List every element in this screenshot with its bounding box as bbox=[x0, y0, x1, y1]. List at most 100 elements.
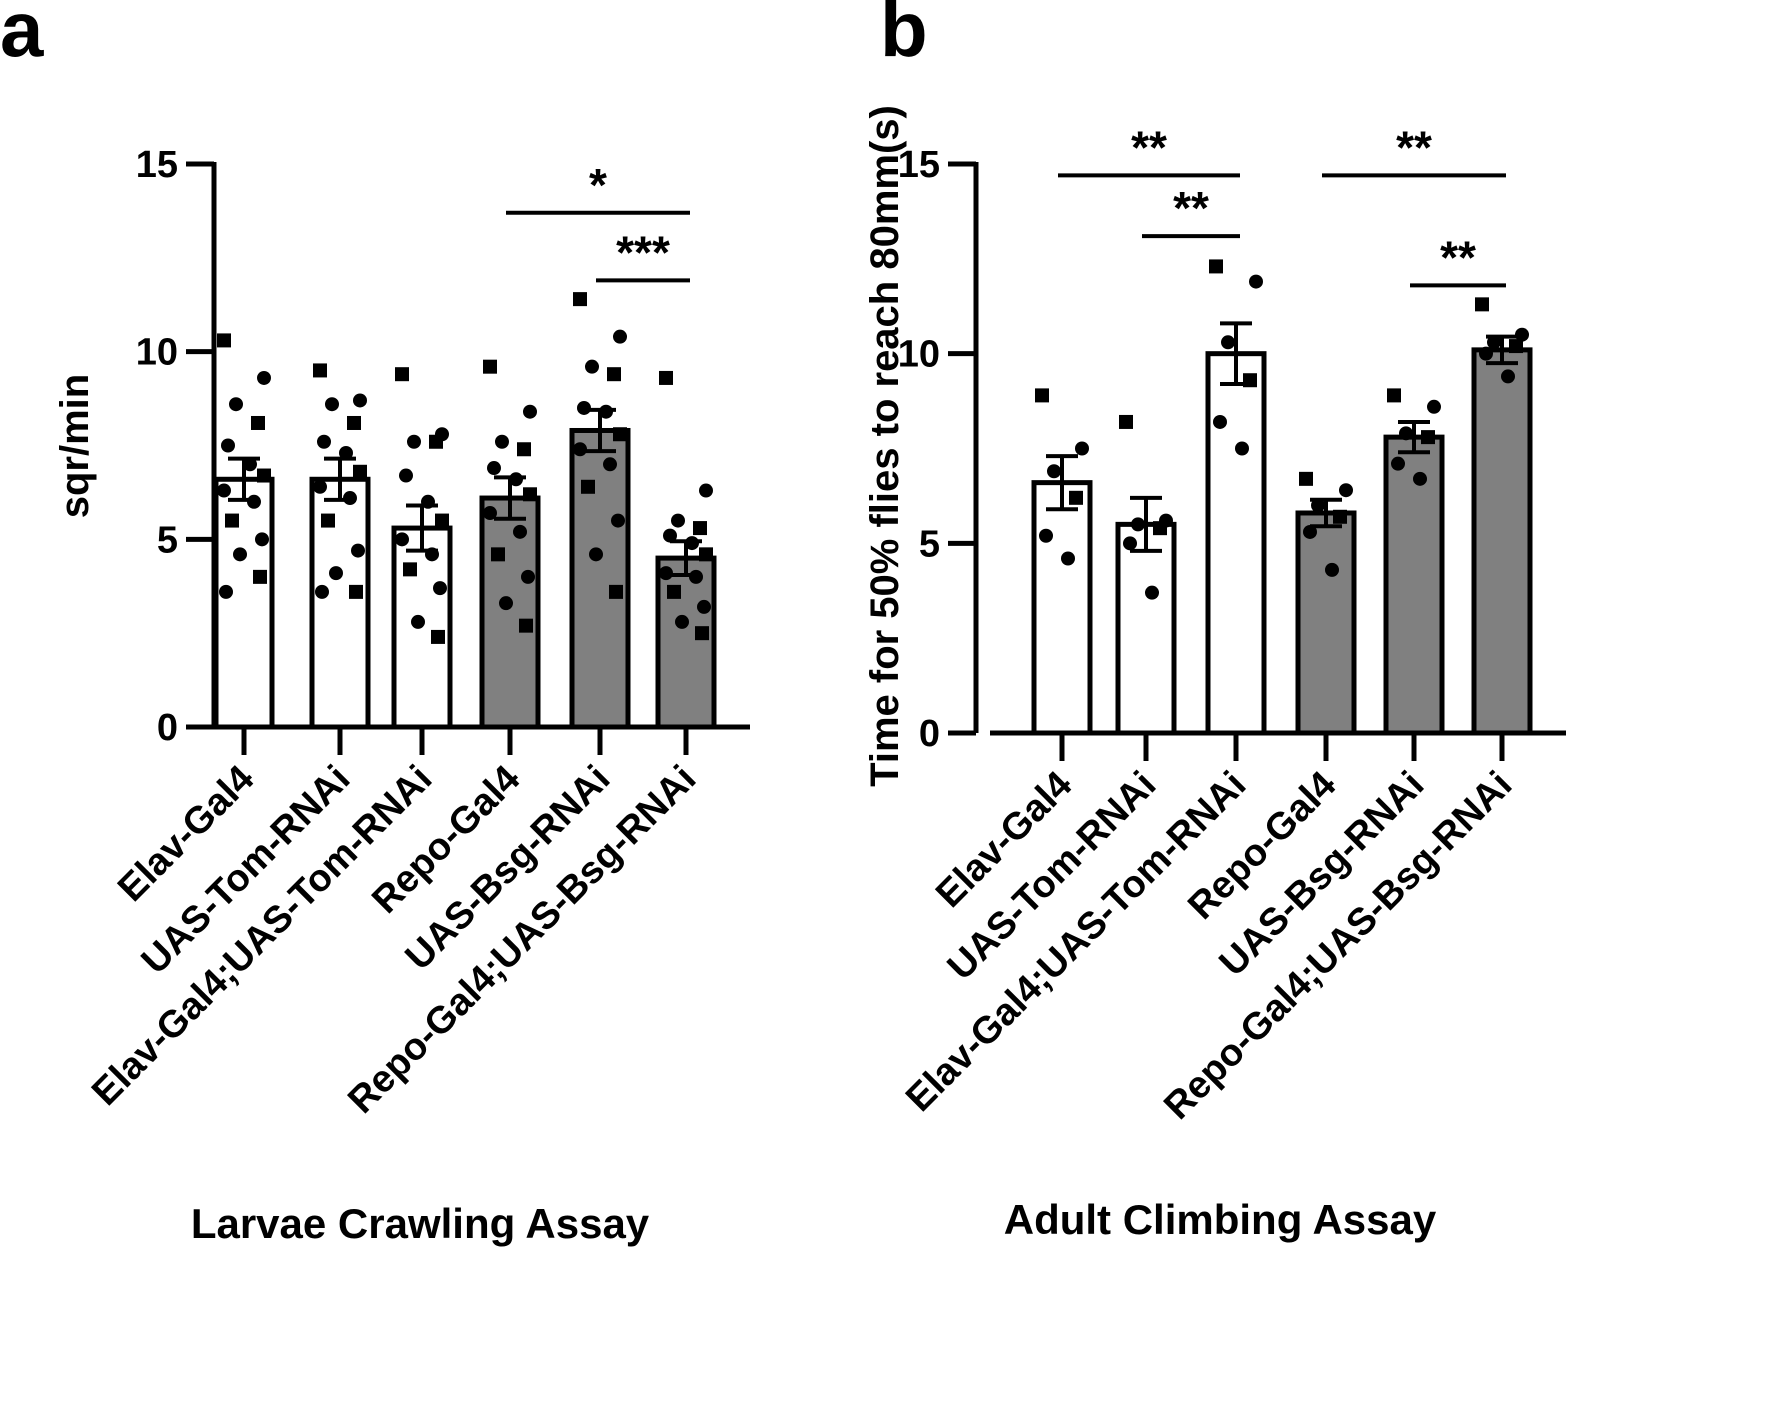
pa-bar bbox=[309, 476, 371, 730]
pb-data-point bbox=[1501, 369, 1515, 384]
pa-data-point bbox=[693, 521, 707, 536]
pb-y-axis-title: Time for 50% flies to reach 80mm(s) bbox=[863, 105, 907, 787]
pa-data-point bbox=[313, 363, 327, 378]
pb-bar bbox=[1205, 351, 1267, 736]
pb-data-point bbox=[1479, 346, 1493, 361]
pa-data-point bbox=[217, 333, 231, 348]
pb-data-point bbox=[1131, 517, 1145, 532]
pa-data-point bbox=[431, 629, 445, 644]
pb-data-point bbox=[1249, 274, 1263, 289]
pa-bar bbox=[655, 555, 717, 730]
pb-data-point bbox=[1427, 399, 1441, 414]
pb-data-point bbox=[1299, 471, 1313, 486]
pb-x-axis-title: Adult Climbing Assay bbox=[1004, 1196, 1437, 1243]
pb-data-point bbox=[1035, 388, 1049, 403]
pa-data-point bbox=[613, 329, 627, 344]
pb-data-point bbox=[1069, 490, 1083, 505]
pa-bar bbox=[479, 495, 541, 730]
pa-data-point bbox=[689, 569, 703, 584]
pa-data-point bbox=[663, 528, 677, 543]
pa-data-point bbox=[351, 543, 365, 558]
pb-y-tick-label: 5 bbox=[919, 523, 940, 565]
pa-data-point bbox=[329, 566, 343, 581]
pb-data-point bbox=[1399, 426, 1413, 441]
pa-data-point bbox=[395, 532, 409, 547]
pa-data-point bbox=[429, 434, 443, 449]
pa-data-point bbox=[221, 438, 235, 453]
pa-data-point bbox=[581, 479, 595, 494]
pa-data-point bbox=[247, 494, 261, 509]
pa-data-point bbox=[577, 400, 591, 415]
pa-data-point bbox=[353, 393, 367, 408]
pa-data-point bbox=[509, 472, 523, 487]
pa-data-point bbox=[491, 547, 505, 562]
pb-data-point bbox=[1243, 373, 1257, 388]
pa-data-point bbox=[607, 367, 621, 382]
pa-data-point bbox=[613, 427, 627, 442]
pa-data-point bbox=[699, 547, 713, 562]
pa-data-point bbox=[695, 626, 709, 641]
pb-data-point bbox=[1387, 388, 1401, 403]
pa-data-point bbox=[317, 434, 331, 449]
pa-data-point bbox=[347, 415, 361, 430]
pa-data-point bbox=[321, 513, 335, 528]
pa-data-point bbox=[499, 596, 513, 611]
pa-y-tick-label: 15 bbox=[136, 144, 178, 186]
panel-label-a: a bbox=[0, 0, 44, 73]
pb-data-point bbox=[1145, 585, 1159, 600]
pa-data-point bbox=[257, 370, 271, 385]
pa-data-point bbox=[411, 614, 425, 629]
pb-data-point bbox=[1339, 483, 1353, 498]
pb-data-point bbox=[1421, 430, 1435, 445]
pb-data-point bbox=[1235, 441, 1249, 456]
pa-data-point bbox=[403, 562, 417, 577]
pa-data-point bbox=[349, 584, 363, 599]
pa-data-point bbox=[219, 584, 233, 599]
pb-data-point bbox=[1475, 297, 1489, 312]
pa-data-point bbox=[255, 532, 269, 547]
pb-y-tick-label: 10 bbox=[898, 334, 940, 376]
pa-y-tick-label: 5 bbox=[157, 519, 178, 561]
pa-data-point bbox=[339, 446, 353, 461]
pa-data-point bbox=[483, 359, 497, 374]
pb-bar bbox=[1295, 510, 1357, 736]
pb-y-tick-label: 15 bbox=[898, 144, 940, 186]
pb-data-point bbox=[1487, 335, 1501, 350]
pa-data-point bbox=[523, 404, 537, 419]
pa-data-point bbox=[573, 292, 587, 307]
pa-data-point bbox=[353, 464, 367, 479]
pa-data-point bbox=[611, 513, 625, 528]
pb-bar bbox=[1115, 521, 1177, 736]
pb-data-point bbox=[1221, 335, 1235, 350]
pa-x-axis-title: Larvae Crawling Assay bbox=[191, 1200, 650, 1247]
pb-significance-label: ** bbox=[1131, 121, 1167, 173]
pa-data-point bbox=[233, 547, 247, 562]
pa-data-point bbox=[435, 513, 449, 528]
pb-significance-label: ** bbox=[1173, 182, 1209, 234]
pa-data-point bbox=[599, 404, 613, 419]
pa-significance-label: *** bbox=[616, 226, 670, 278]
pa-data-point bbox=[699, 483, 713, 498]
pa-bar bbox=[569, 427, 631, 730]
pa-data-point bbox=[585, 359, 599, 374]
pa-data-point bbox=[421, 494, 435, 509]
pa-data-point bbox=[325, 397, 339, 412]
pb-data-point bbox=[1509, 339, 1523, 354]
pa-data-point bbox=[399, 468, 413, 483]
pb-data-point bbox=[1311, 498, 1325, 513]
pa-data-point bbox=[225, 513, 239, 528]
pb-data-point bbox=[1123, 536, 1137, 551]
pb-data-point bbox=[1413, 471, 1427, 486]
pa-data-point bbox=[495, 434, 509, 449]
pa-data-point bbox=[483, 506, 497, 521]
pa-data-point bbox=[315, 584, 329, 599]
pa-data-point bbox=[257, 468, 271, 483]
pa-data-point bbox=[243, 457, 257, 472]
pa-data-point bbox=[433, 581, 447, 596]
pb-data-point bbox=[1119, 414, 1133, 429]
pa-data-point bbox=[251, 415, 265, 430]
pb-data-point bbox=[1209, 259, 1223, 274]
pb-significance-label: ** bbox=[1440, 231, 1476, 283]
pa-data-point bbox=[659, 566, 673, 581]
